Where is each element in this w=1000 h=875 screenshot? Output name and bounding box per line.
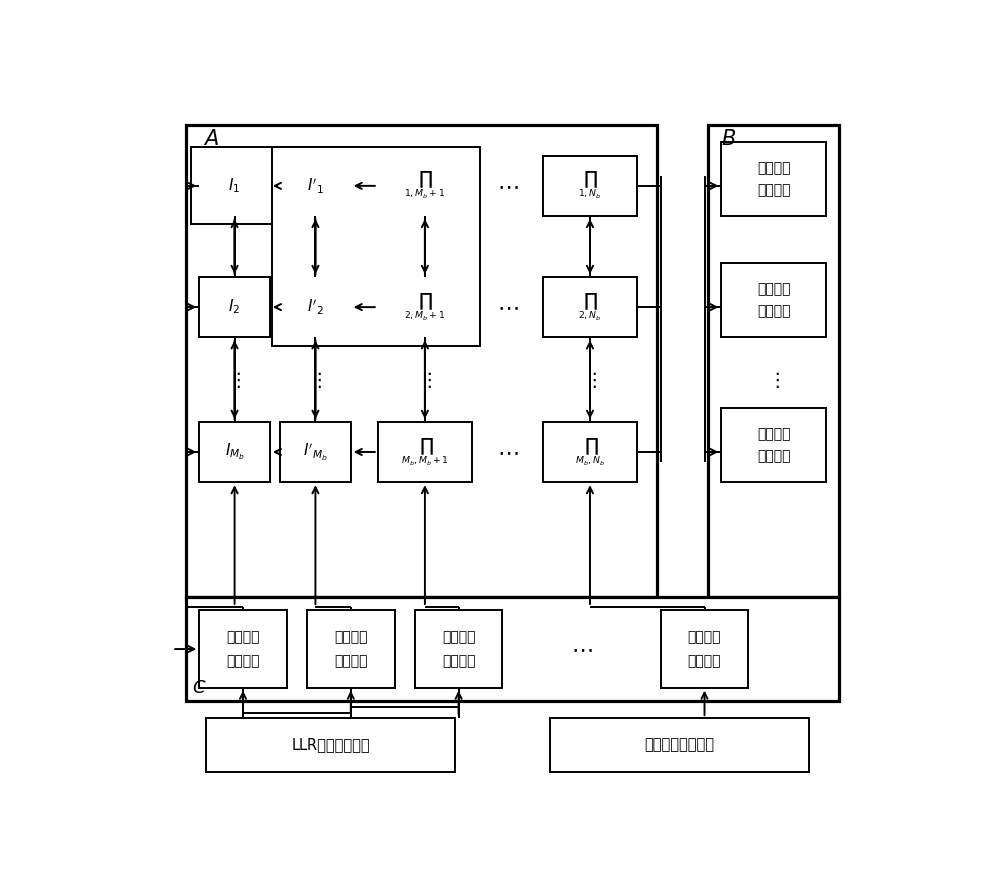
Bar <box>543 422 637 482</box>
Text: 运算单元: 运算单元 <box>334 654 368 668</box>
Text: $\vdots$: $\vdots$ <box>584 369 596 389</box>
Bar <box>378 156 472 216</box>
Bar <box>721 142 826 216</box>
Text: $I'_1$: $I'_1$ <box>307 176 324 195</box>
Text: $\cdots$: $\cdots$ <box>571 639 592 659</box>
Text: $I_2$: $I_2$ <box>228 298 241 317</box>
Bar <box>186 125 657 597</box>
Text: $\vdots$: $\vdots$ <box>767 369 780 389</box>
Text: $\vdots$: $\vdots$ <box>309 369 322 389</box>
Text: $\prod_{2,M_b+1}$: $\prod_{2,M_b+1}$ <box>404 291 446 323</box>
Text: $I'_{M_b}$: $I'_{M_b}$ <box>303 441 328 463</box>
Bar <box>199 276 270 338</box>
Text: 运算单元: 运算单元 <box>757 304 790 318</box>
Text: $\prod_{M_b,M_b+1}$: $\prod_{M_b,M_b+1}$ <box>401 437 449 467</box>
Bar <box>280 156 351 216</box>
Text: 运算单元: 运算单元 <box>688 654 721 668</box>
Bar <box>708 125 839 597</box>
Text: 运算单元: 运算单元 <box>442 654 475 668</box>
Bar <box>307 611 395 688</box>
Bar <box>721 263 826 338</box>
Text: $I'_2$: $I'_2$ <box>307 298 324 317</box>
Text: $I_1$: $I_1$ <box>228 177 241 195</box>
Bar <box>543 156 637 216</box>
Bar <box>191 148 359 224</box>
Bar <box>199 156 270 216</box>
Bar <box>206 718 455 772</box>
Bar <box>661 611 748 688</box>
Text: 变量节点: 变量节点 <box>442 630 475 644</box>
Text: LLR信息储存单元: LLR信息储存单元 <box>291 738 370 752</box>
Text: $\vdots$: $\vdots$ <box>419 369 431 389</box>
Bar <box>280 422 351 482</box>
Text: $\cdots$: $\cdots$ <box>497 442 518 462</box>
Text: $\prod_{1,M_b+1}$: $\prod_{1,M_b+1}$ <box>404 171 446 201</box>
Text: $\prod_{2,N_b}$: $\prod_{2,N_b}$ <box>578 291 602 323</box>
Text: $I_{M_b}$: $I_{M_b}$ <box>225 442 245 462</box>
Bar <box>721 408 826 482</box>
Text: 判决比特处理单元: 判决比特处理单元 <box>644 738 714 752</box>
Text: 校验节点: 校验节点 <box>757 283 790 297</box>
Bar <box>186 597 839 701</box>
Bar <box>415 611 502 688</box>
Bar <box>199 611 287 688</box>
Text: $\cdots$: $\cdots$ <box>497 176 518 196</box>
Text: $A$: $A$ <box>203 129 219 149</box>
Text: 运算单元: 运算单元 <box>757 449 790 463</box>
Text: 变量节点: 变量节点 <box>334 630 368 644</box>
Text: $\vdots$: $\vdots$ <box>228 369 241 389</box>
Bar <box>378 276 472 338</box>
Text: 运算单元: 运算单元 <box>757 183 790 197</box>
Text: 变量节点: 变量节点 <box>688 630 721 644</box>
Text: $C$: $C$ <box>192 679 207 697</box>
Text: 校验节点: 校验节点 <box>757 428 790 442</box>
Bar <box>543 276 637 338</box>
Text: $\cdots$: $\cdots$ <box>497 298 518 317</box>
Text: 变量节点: 变量节点 <box>226 630 260 644</box>
Text: $\prod_{1,N_b}$: $\prod_{1,N_b}$ <box>578 171 602 201</box>
Bar <box>272 148 480 346</box>
Text: 校验节点: 校验节点 <box>757 161 790 175</box>
Bar <box>550 718 809 772</box>
Text: $\prod_{M_b,N_b}$: $\prod_{M_b,N_b}$ <box>575 437 605 467</box>
Bar <box>280 276 351 338</box>
Text: 运算单元: 运算单元 <box>226 654 260 668</box>
Bar <box>378 422 472 482</box>
Text: $B$: $B$ <box>721 129 736 149</box>
Bar <box>199 422 270 482</box>
